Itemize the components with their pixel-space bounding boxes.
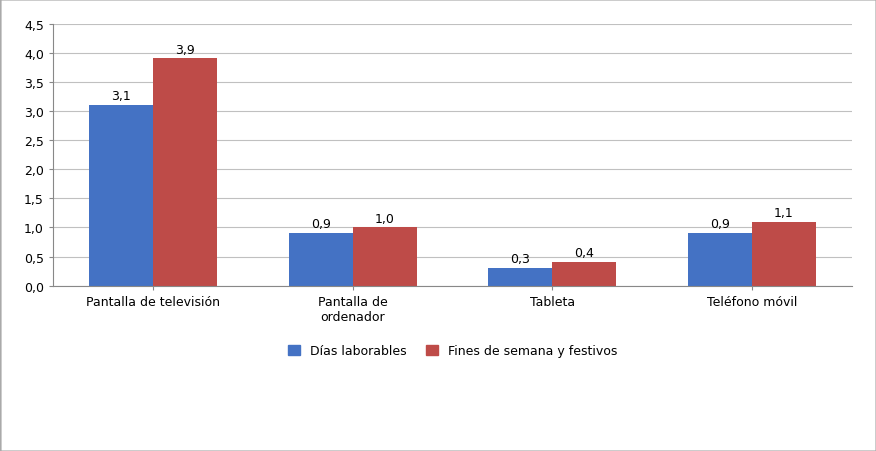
- Text: 0,9: 0,9: [311, 218, 330, 231]
- Text: 1,1: 1,1: [774, 206, 794, 219]
- Text: 3,1: 3,1: [111, 90, 131, 103]
- Text: 0,9: 0,9: [710, 218, 730, 231]
- Bar: [289, 234, 353, 286]
- Text: 1,0: 1,0: [375, 212, 394, 225]
- Text: 0,4: 0,4: [575, 247, 594, 260]
- Bar: [353, 228, 417, 286]
- Bar: [752, 222, 816, 286]
- Bar: [153, 60, 217, 286]
- Bar: [489, 269, 553, 286]
- Bar: [553, 263, 616, 286]
- Bar: [689, 234, 752, 286]
- Text: 3,9: 3,9: [175, 43, 194, 56]
- Text: 0,3: 0,3: [511, 253, 530, 266]
- Legend: Días laborables, Fines de semana y festivos: Días laborables, Fines de semana y festi…: [281, 338, 624, 364]
- Bar: [89, 106, 153, 286]
